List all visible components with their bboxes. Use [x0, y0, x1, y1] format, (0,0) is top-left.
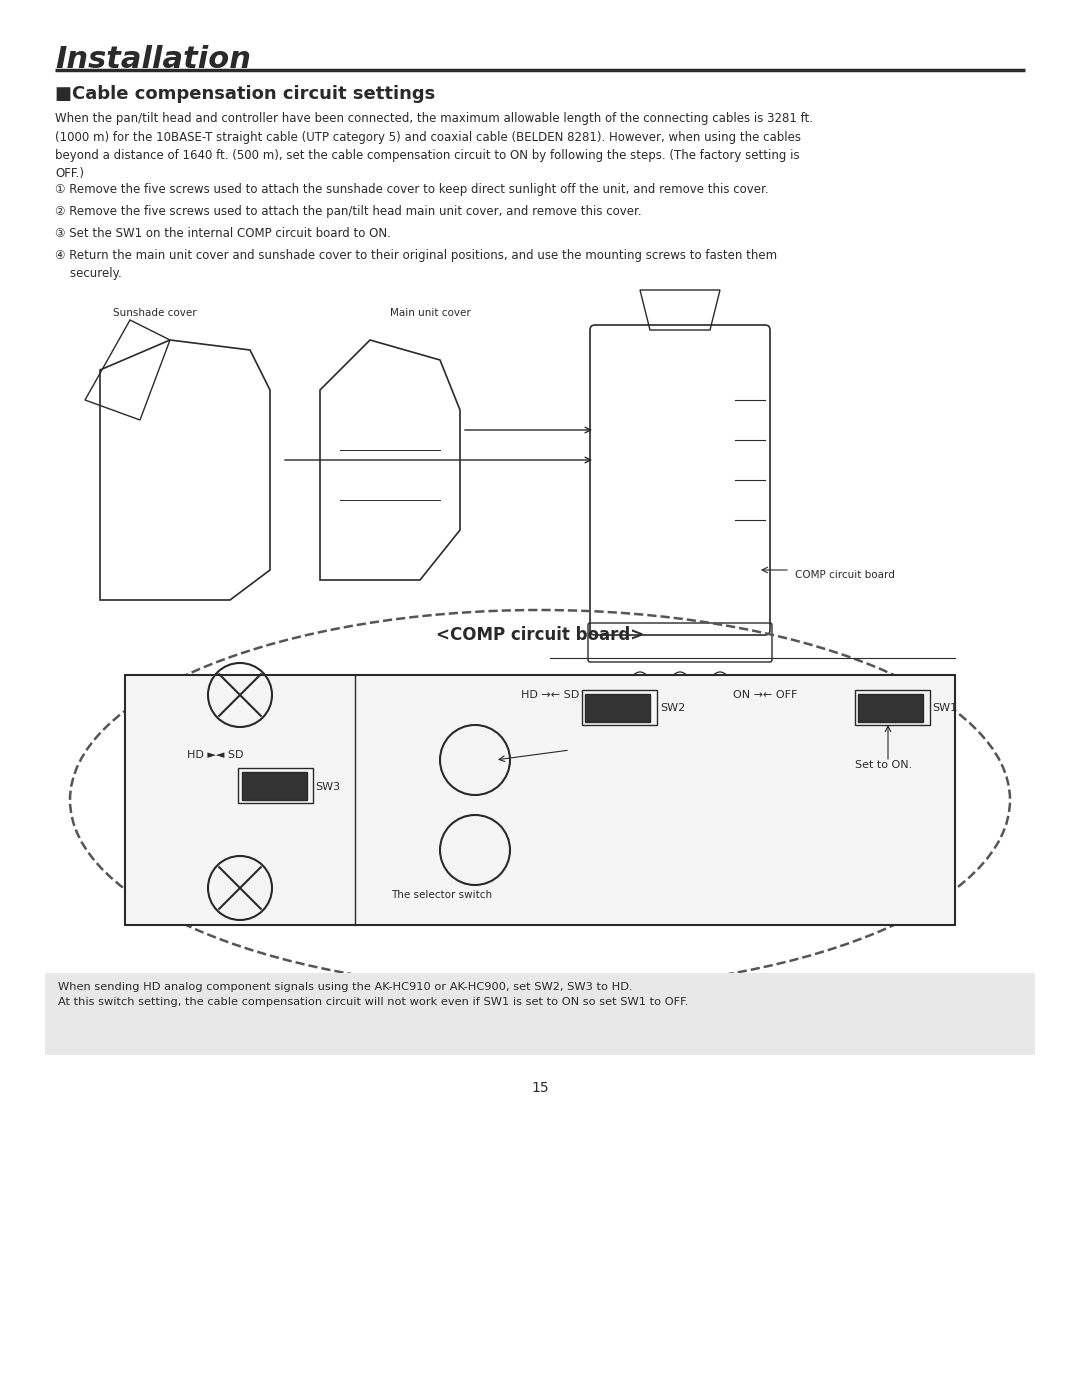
Text: HD →← SD: HD →← SD	[521, 690, 579, 700]
Text: ON →← OFF: ON →← OFF	[733, 690, 797, 700]
Text: ■Cable compensation circuit settings: ■Cable compensation circuit settings	[55, 85, 435, 104]
Text: SW2: SW2	[660, 703, 685, 713]
Text: ② Remove the five screws used to attach the pan/tilt head main unit cover, and r: ② Remove the five screws used to attach …	[55, 204, 642, 218]
Text: ① Remove the five screws used to attach the sunshade cover to keep direct sunlig: ① Remove the five screws used to attach …	[55, 183, 769, 196]
FancyBboxPatch shape	[585, 694, 650, 722]
Text: SW1: SW1	[932, 703, 957, 713]
Text: HD ►◄ SD: HD ►◄ SD	[187, 750, 243, 760]
FancyBboxPatch shape	[125, 675, 955, 925]
FancyBboxPatch shape	[242, 771, 307, 799]
Text: ④ Return the main unit cover and sunshade cover to their original positions, and: ④ Return the main unit cover and sunshad…	[55, 249, 778, 280]
Text: The selector switch: The selector switch	[391, 890, 492, 900]
Text: Installation: Installation	[55, 45, 251, 74]
Text: 15: 15	[531, 1081, 549, 1095]
FancyBboxPatch shape	[858, 694, 923, 722]
FancyBboxPatch shape	[45, 973, 1035, 1056]
Text: When the pan/tilt head and controller have been connected, the maximum allowable: When the pan/tilt head and controller ha…	[55, 112, 813, 181]
Text: SW3: SW3	[315, 783, 340, 792]
Text: When sending HD analog component signals using the AK-HC910 or AK-HC900, set SW2: When sending HD analog component signals…	[58, 981, 688, 1007]
Text: Main unit cover: Main unit cover	[390, 308, 471, 318]
Text: Sunshade cover: Sunshade cover	[113, 308, 197, 318]
Text: COMP circuit board: COMP circuit board	[795, 570, 895, 580]
Text: ③ Set the SW1 on the internal COMP circuit board to ON.: ③ Set the SW1 on the internal COMP circu…	[55, 227, 391, 239]
Text: <COMP circuit board>: <COMP circuit board>	[436, 626, 644, 644]
Text: Set to ON.: Set to ON.	[855, 760, 913, 770]
